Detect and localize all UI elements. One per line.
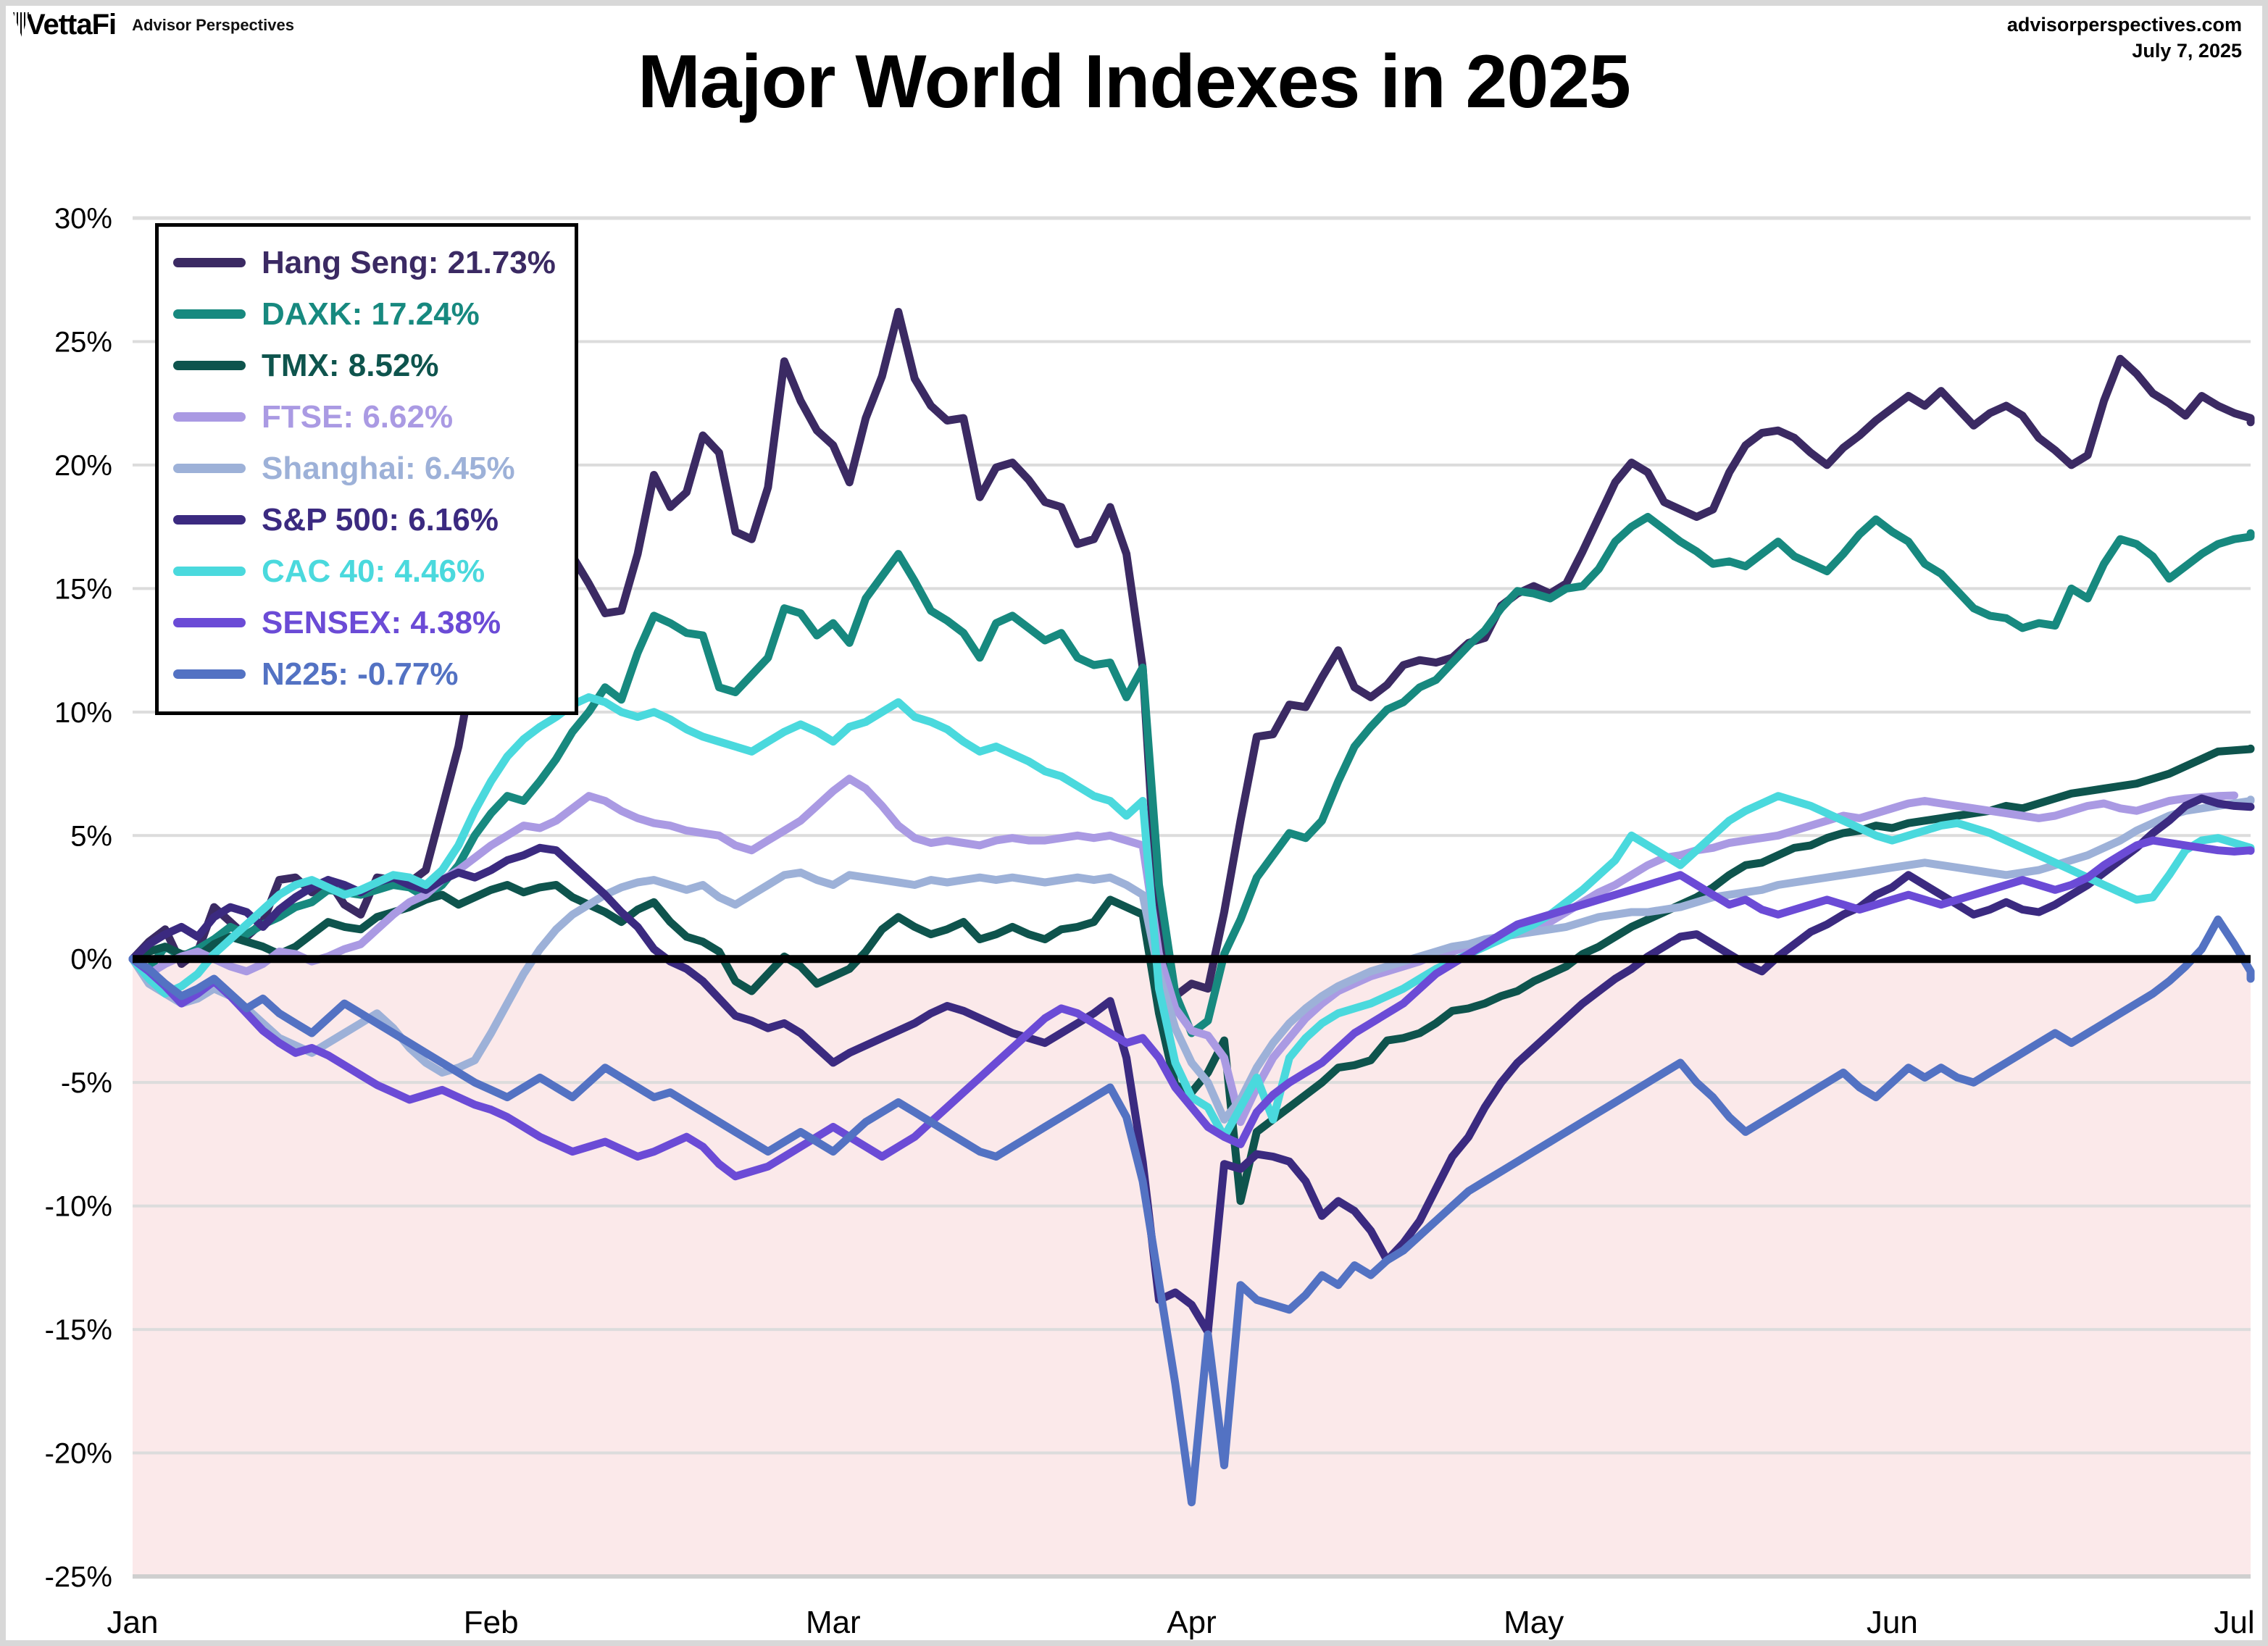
chart-legend: Hang Seng: 21.73% DAXK: 17.24% TMX: 8.52% F…	[155, 223, 578, 715]
series-line-tmx	[128, 744, 2255, 1206]
brand-block: VettaFi Advisor Perspectives	[13, 10, 294, 39]
x-axis-tick-label: Jun	[1867, 1605, 1918, 1640]
site-url: advisorperspectives.com	[2006, 14, 2242, 35]
legend-item-n225[interactable]: N225: -0.77%	[173, 648, 556, 700]
publish-date: July 7, 2025	[2132, 40, 2242, 62]
series-line-ftse	[128, 774, 2238, 1127]
x-axis-tick-label: May	[1504, 1605, 1564, 1640]
y-axis-tick-label: 5%	[70, 820, 112, 852]
legend-item-cac-40[interactable]: CAC 40: 4.46%	[173, 546, 556, 597]
series-line-cac-40	[128, 693, 2255, 1141]
legend-swatch-icon	[173, 464, 246, 473]
legend-label: TMX: 8.52%	[262, 347, 439, 383]
x-axis-tick-label: Jan	[107, 1605, 159, 1640]
y-axis-tick-label: -5%	[61, 1067, 112, 1099]
legend-item-ftse[interactable]: FTSE: 6.62%	[173, 391, 556, 443]
legend-label: Shanghai: 6.45%	[262, 450, 515, 486]
legend-label: CAC 40: 4.46%	[262, 553, 485, 589]
series-line-n225	[128, 915, 2255, 1507]
legend-item-hang-seng[interactable]: Hang Seng: 21.73%	[173, 237, 556, 288]
y-axis-tick-label: 20%	[54, 450, 112, 482]
y-axis-tick-label: -20%	[45, 1438, 112, 1470]
y-axis-tick-label: 15%	[54, 573, 112, 605]
legend-swatch-icon	[173, 669, 246, 679]
legend-label: FTSE: 6.62%	[262, 398, 454, 435]
y-axis-tick-label: -10%	[45, 1191, 112, 1223]
series-line-s-p-500	[128, 794, 2255, 1336]
legend-label: N225: -0.77%	[262, 656, 459, 692]
x-axis-tick-label: Feb	[464, 1605, 519, 1640]
legend-label: S&P 500: 6.16%	[262, 501, 499, 538]
legend-item-sensex[interactable]: SENSEX: 4.38%	[173, 597, 556, 648]
brand-tagline: Advisor Perspectives	[132, 16, 294, 34]
legend-label: Hang Seng: 21.73%	[262, 244, 556, 280]
x-axis-tick-label: Apr	[1167, 1605, 1216, 1640]
y-axis-tick-label: -15%	[45, 1314, 112, 1346]
legend-swatch-icon	[173, 412, 246, 422]
x-axis-tick-label: Jul	[2214, 1605, 2254, 1640]
legend-swatch-icon	[173, 567, 246, 576]
series-line-sensex	[128, 836, 2255, 1181]
legend-swatch-icon	[173, 618, 246, 627]
y-axis-tick-label: 10%	[54, 697, 112, 729]
legend-item-tmx[interactable]: TMX: 8.52%	[173, 340, 556, 391]
legend-item-shanghai[interactable]: Shanghai: 6.45%	[173, 443, 556, 494]
legend-swatch-icon	[173, 258, 246, 267]
logo-text: VettaFi	[26, 9, 117, 41]
y-axis-tick-label: -25%	[45, 1561, 112, 1593]
series-line-shanghai	[128, 795, 2255, 1124]
legend-item-daxk[interactable]: DAXK: 17.24%	[173, 288, 556, 340]
y-axis-tick-label: 0%	[70, 944, 112, 976]
legend-swatch-icon	[173, 361, 246, 370]
y-axis-tick-label: 30%	[54, 203, 112, 235]
series-line-daxk	[128, 513, 2255, 1037]
vettafi-logo: VettaFi	[13, 9, 117, 41]
y-axis-tick-label: 25%	[54, 326, 112, 358]
legend-label: SENSEX: 4.38%	[262, 604, 501, 640]
site-info: advisorperspectives.com July 7, 2025	[2007, 12, 2242, 64]
legend-swatch-icon	[173, 515, 246, 525]
page-title: Major World Indexes in 2025	[638, 40, 1631, 124]
legend-swatch-icon	[173, 309, 246, 319]
legend-label: DAXK: 17.24%	[262, 296, 480, 332]
x-axis-tick-label: Mar	[806, 1605, 861, 1640]
chart-page: VettaFi Advisor Perspectives advisorpers…	[6, 6, 2262, 1640]
legend-item-s-p-500[interactable]: S&P 500: 6.16%	[173, 494, 556, 546]
